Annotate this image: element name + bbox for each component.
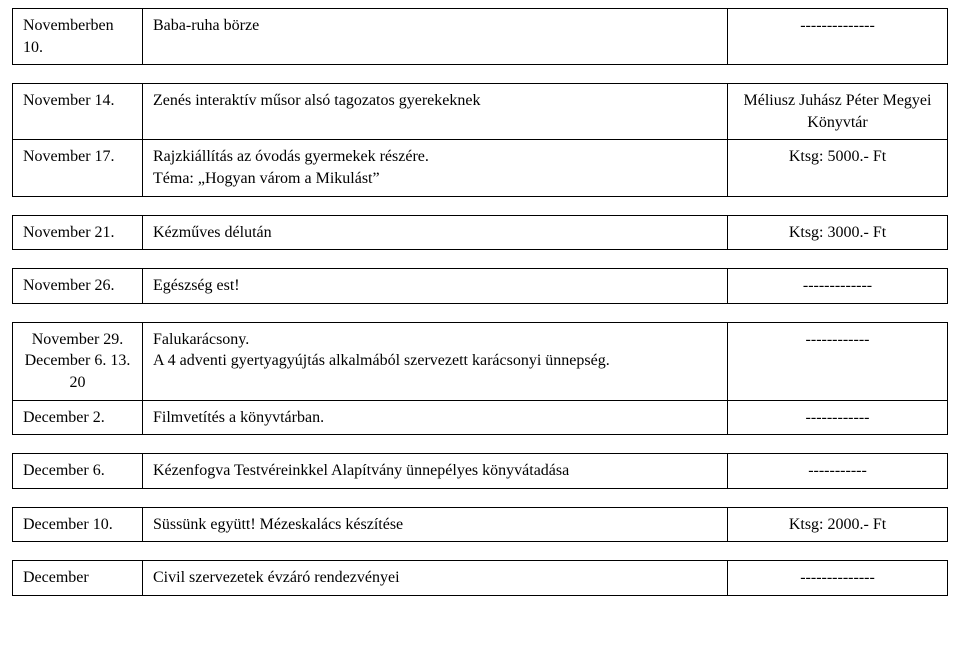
cell-date: November 17. [13, 140, 143, 196]
cell-date: November 21. [13, 215, 143, 250]
cell-cost: ----------- [728, 454, 948, 489]
cell-date: November 14. [13, 84, 143, 140]
cell-event: Baba-ruha börze [143, 9, 728, 65]
table-row: December 10. Süssünk együtt! Mézeskalács… [13, 507, 948, 542]
table-row: November 21. Kézműves délután Ktsg: 3000… [13, 215, 948, 250]
cell-event: Rajzkiállítás az óvodás gyermekek részér… [143, 140, 728, 196]
cell-date: November 29. December 6. 13. 20 [13, 322, 143, 400]
date-line3: 20 [70, 374, 86, 391]
cell-cost: Méliusz Juhász Péter Megyei Könyvtár [728, 84, 948, 140]
cell-event: Kézműves délután [143, 215, 728, 250]
event-table-4: November 29. December 6. 13. 20 Falukará… [12, 322, 948, 435]
event-line2: A 4 adventi gyertyagyújtás alkalmából sz… [153, 352, 610, 369]
cost-line1: Méliusz Juhász Péter Megyei [744, 92, 932, 109]
cell-cost: ------------ [728, 322, 948, 400]
cell-cost: Ktsg: 3000.- Ft [728, 215, 948, 250]
cell-event: Falukarácsony. A 4 adventi gyertyagyújtá… [143, 322, 728, 400]
event-line2: Téma: „Hogyan várom a Mikulást” [153, 170, 380, 187]
cell-cost: Ktsg: 5000.- Ft [728, 140, 948, 196]
cell-date: December 10. [13, 507, 143, 542]
event-table-3: November 26. Egészség est! ------------- [12, 268, 948, 304]
event-table-5: December 6. Kézenfogva Testvéreinkkel Al… [12, 453, 948, 489]
cell-cost: -------------- [728, 561, 948, 596]
cell-date: December 6. [13, 454, 143, 489]
date-line2: December 6. 13. [25, 352, 131, 369]
cell-cost: ------------- [728, 269, 948, 304]
date-line1: November 29. [32, 331, 124, 348]
table-row: December 2. Filmvetítés a könyvtárban. -… [13, 400, 948, 435]
table-row: Novemberben 10. Baba-ruha börze --------… [13, 9, 948, 65]
event-line1: Rajzkiállítás az óvodás gyermekek részér… [153, 148, 429, 165]
table-row: December Civil szervezetek évzáró rendez… [13, 561, 948, 596]
event-table-1: November 14. Zenés interaktív műsor alsó… [12, 83, 948, 196]
cell-date: December [13, 561, 143, 596]
table-row: November 29. December 6. 13. 20 Falukará… [13, 322, 948, 400]
event-table-2: November 21. Kézműves délután Ktsg: 3000… [12, 215, 948, 251]
cell-date: Novemberben 10. [13, 9, 143, 65]
table-row: November 17. Rajzkiállítás az óvodás gye… [13, 140, 948, 196]
table-row: November 14. Zenés interaktív műsor alsó… [13, 84, 948, 140]
cell-event: Kézenfogva Testvéreinkkel Alapítvány ünn… [143, 454, 728, 489]
cell-event: Süssünk együtt! Mézeskalács készítése [143, 507, 728, 542]
cell-event: Egészség est! [143, 269, 728, 304]
event-table-6: December 10. Süssünk együtt! Mézeskalács… [12, 507, 948, 543]
event-table-0: Novemberben 10. Baba-ruha börze --------… [12, 8, 948, 65]
cell-event: Civil szervezetek évzáró rendezvényei [143, 561, 728, 596]
cell-date: November 26. [13, 269, 143, 304]
cell-cost: Ktsg: 2000.- Ft [728, 507, 948, 542]
cell-cost: ------------ [728, 400, 948, 435]
cell-date: December 2. [13, 400, 143, 435]
cell-event: Filmvetítés a könyvtárban. [143, 400, 728, 435]
event-line1: Falukarácsony. [153, 331, 249, 348]
cell-cost: -------------- [728, 9, 948, 65]
cost-line2: Könyvtár [807, 114, 867, 131]
cell-event: Zenés interaktív műsor alsó tagozatos gy… [143, 84, 728, 140]
table-row: November 26. Egészség est! ------------- [13, 269, 948, 304]
table-row: December 6. Kézenfogva Testvéreinkkel Al… [13, 454, 948, 489]
event-table-7: December Civil szervezetek évzáró rendez… [12, 560, 948, 596]
